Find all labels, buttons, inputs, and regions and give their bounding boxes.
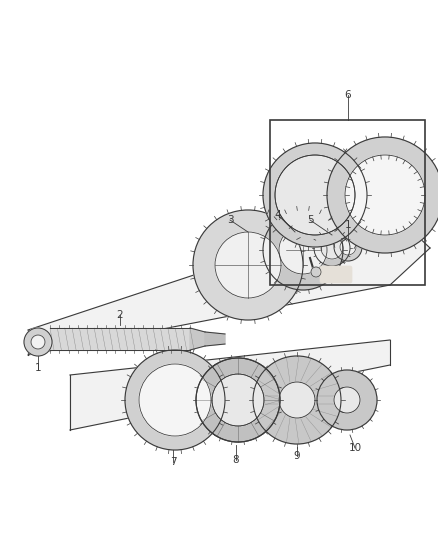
- Text: 3: 3: [227, 215, 233, 225]
- Polygon shape: [205, 332, 225, 346]
- Circle shape: [215, 232, 281, 298]
- Text: 1: 1: [35, 363, 41, 373]
- Circle shape: [139, 364, 211, 436]
- Text: 9: 9: [294, 451, 300, 461]
- Circle shape: [321, 237, 343, 259]
- Text: 8: 8: [233, 455, 239, 465]
- Circle shape: [212, 374, 264, 426]
- Circle shape: [340, 239, 356, 255]
- Circle shape: [334, 387, 360, 413]
- Text: 4: 4: [275, 210, 281, 220]
- Circle shape: [279, 226, 327, 274]
- Polygon shape: [28, 210, 430, 355]
- Polygon shape: [190, 328, 205, 350]
- Text: 2: 2: [117, 310, 124, 320]
- Text: 10: 10: [349, 443, 361, 453]
- Circle shape: [345, 155, 425, 235]
- Polygon shape: [70, 340, 390, 430]
- Circle shape: [253, 356, 341, 444]
- Circle shape: [317, 370, 377, 430]
- Text: 5: 5: [307, 215, 313, 225]
- Polygon shape: [50, 328, 190, 350]
- FancyBboxPatch shape: [320, 266, 352, 283]
- Circle shape: [279, 382, 315, 418]
- Text: 7: 7: [170, 457, 177, 467]
- Text: 6: 6: [345, 90, 351, 100]
- Circle shape: [311, 267, 321, 277]
- Circle shape: [275, 155, 355, 235]
- Text: 1: 1: [345, 220, 351, 230]
